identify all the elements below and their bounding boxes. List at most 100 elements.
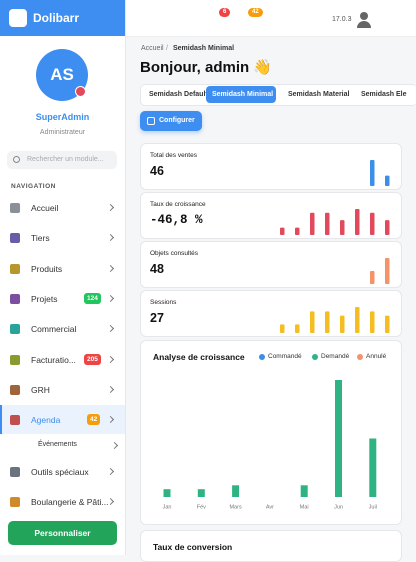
mini-bar	[310, 311, 315, 333]
tab[interactable]: Semidash Ele	[361, 91, 407, 98]
mini-chart	[280, 307, 390, 333]
configure-button[interactable]	[140, 111, 202, 131]
user-name: SuperAdmin	[35, 112, 90, 122]
x-tick-label: Jan	[163, 504, 172, 510]
breadcrumb-current: Semidash Minimal	[173, 45, 235, 52]
menu-item[interactable]: Agenda	[31, 415, 61, 426]
mini-bar	[280, 324, 285, 333]
mini-bar	[385, 220, 390, 235]
menu-icon	[10, 263, 20, 274]
submenu-item[interactable]: Événements	[38, 441, 77, 448]
mini-bar	[355, 209, 360, 235]
stat-value: 48	[150, 262, 164, 276]
notification-badge[interactable]: 42	[248, 8, 263, 17]
breadcrumb-home[interactable]: Accueil	[141, 45, 164, 52]
mini-bar	[385, 258, 390, 284]
menu-icon	[10, 497, 20, 507]
nav-section: NAVIGATION	[11, 183, 56, 190]
menu-icon	[10, 233, 20, 244]
user-icon-head[interactable]	[360, 12, 368, 20]
menu-icon	[10, 467, 20, 477]
active-tab-bg	[206, 86, 276, 103]
menu-item[interactable]: Produits	[31, 263, 63, 274]
avatar-badge	[75, 86, 86, 97]
breadcrumb-sep: /	[166, 45, 168, 52]
mini-bar	[370, 212, 375, 235]
search-icon	[13, 156, 20, 163]
mini-chart	[280, 209, 390, 235]
legend-label[interactable]: Commandé	[268, 353, 302, 360]
tab[interactable]: Semidash Minimal	[212, 91, 274, 98]
mini-chart	[370, 258, 390, 284]
x-tick-label: Fév	[197, 504, 206, 510]
growth-card	[140, 340, 402, 525]
x-tick-label: Avr	[266, 504, 274, 510]
menu-icon	[10, 354, 20, 365]
bar	[300, 485, 308, 497]
tab[interactable]: Semidash Default	[149, 91, 208, 98]
x-tick-label: Juil	[369, 504, 377, 510]
legend-dot	[312, 354, 318, 360]
mini-bar	[310, 212, 315, 235]
greeting: Bonjour, admin 👋	[140, 59, 273, 76]
user-icon-body	[357, 21, 371, 28]
brand: Dolibarr	[33, 11, 80, 25]
mini-bar	[370, 311, 375, 333]
mini-bar	[325, 212, 330, 235]
stat-label: Taux de croissance	[150, 201, 206, 208]
menu-item[interactable]: Accueil	[31, 203, 59, 213]
customize-button[interactable]: Personnaliser	[8, 521, 117, 545]
menu-item[interactable]: Tiers	[31, 233, 50, 244]
bar	[197, 489, 205, 497]
notification-badge[interactable]: 6	[219, 8, 231, 17]
mini-chart	[370, 160, 390, 186]
legend-dot	[357, 354, 363, 360]
menu-item[interactable]: GRH	[31, 384, 50, 395]
bar	[163, 489, 171, 497]
mini-bar	[340, 220, 345, 235]
mini-bar	[355, 307, 360, 333]
search-box[interactable]	[7, 151, 117, 169]
menu-item[interactable]: Boulangerie & Pâti...	[31, 497, 109, 507]
growth-chart: Jan Fév Mars Avr Mai Jun Juil	[163, 380, 377, 510]
menu-icon	[10, 415, 20, 426]
stat-value: 27	[150, 311, 164, 325]
mini-bar	[370, 271, 375, 284]
stat-card	[140, 241, 402, 288]
stat-label: Total des ventes	[150, 152, 197, 159]
stat-label: Sessions	[150, 299, 177, 306]
mini-bar	[385, 175, 390, 186]
menu-item[interactable]: Projets	[31, 293, 58, 304]
next-card-title: Taux de conversion	[153, 542, 233, 552]
menu-item[interactable]: Outils spéciaux	[31, 467, 89, 477]
logo	[9, 9, 27, 27]
search-placeholder: Rechercher un module...	[27, 156, 104, 163]
menu-item[interactable]: Commercial	[31, 324, 77, 335]
x-tick-label: Jun	[334, 504, 343, 510]
chart-title: Analyse de croissance	[153, 352, 245, 362]
tab[interactable]: Semidash Material	[288, 91, 350, 98]
menu-badge: 124	[84, 292, 101, 304]
legend-label[interactable]: Annulé	[366, 353, 387, 360]
legend-label[interactable]: Demandé	[321, 353, 350, 360]
x-tick-label: Mai	[300, 504, 309, 510]
bar	[335, 380, 342, 497]
menu-icon	[10, 324, 20, 335]
mini-bar	[295, 324, 300, 333]
mini-bar	[295, 227, 300, 235]
active-marker	[0, 405, 2, 435]
menu-item[interactable]: Facturatio...	[31, 354, 76, 365]
menu-icon	[10, 384, 20, 395]
mini-bar	[370, 160, 375, 186]
stat-card	[140, 143, 402, 190]
menu-badge: 205	[84, 353, 101, 365]
mini-bar	[280, 227, 285, 235]
menu-icon	[10, 203, 20, 213]
stat-label: Objets consultés	[150, 250, 199, 257]
configure-icon	[147, 117, 155, 125]
menu-badge: 42	[87, 414, 101, 426]
mini-bar	[325, 311, 330, 333]
legend-dot	[259, 354, 265, 360]
